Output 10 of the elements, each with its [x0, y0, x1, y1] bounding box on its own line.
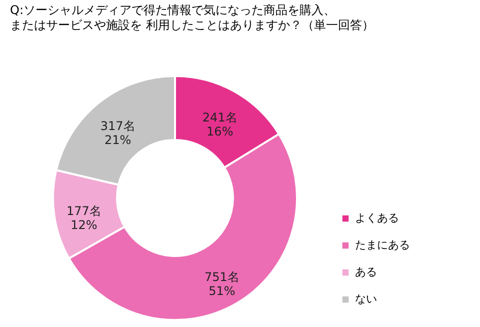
data-label: 751名 51% [204, 270, 240, 298]
data-label: 241名 16% [202, 110, 238, 139]
legend-label: たまにある [355, 238, 410, 252]
chart-title: Q:ソーシャルメディアで得た情報で気になった商品を購入、 [10, 3, 336, 17]
data-label: 317名 21% [100, 118, 136, 147]
legend-label: よくある [355, 212, 399, 224]
legend-label: ない [355, 292, 377, 306]
chart-subtitle: またはサービスや施設を 利用したことはありますか？（単一回答） [10, 18, 374, 32]
legend-label: ある [355, 266, 377, 278]
data-label: 177名 12% [66, 204, 102, 232]
